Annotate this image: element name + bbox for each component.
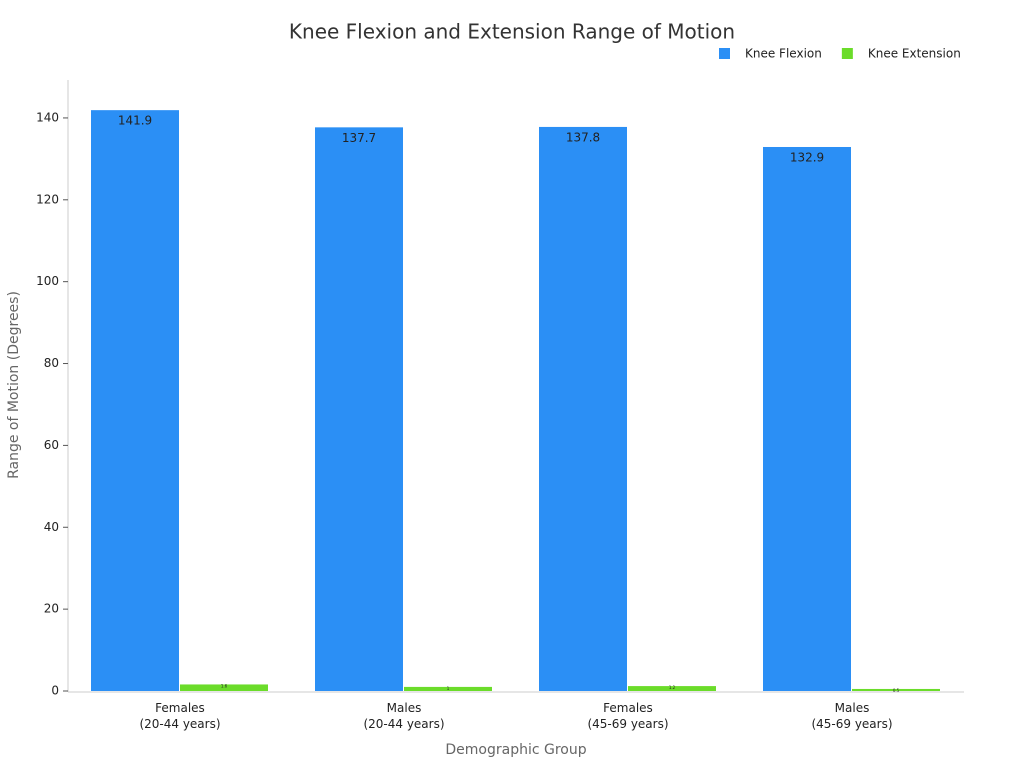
y-tick-label: 100 <box>36 274 59 288</box>
y-tick-label: 120 <box>36 192 59 206</box>
y-tick-label: 80 <box>44 356 59 370</box>
chart-title: Knee Flexion and Extension Range of Moti… <box>289 20 735 44</box>
data-label: 0.5 <box>893 688 900 693</box>
bar <box>180 684 268 691</box>
x-axis-label: Demographic Group <box>445 742 586 758</box>
data-label: 1 <box>447 686 450 691</box>
legend-swatch <box>841 48 853 59</box>
legend-label: Knee Extension <box>868 47 961 61</box>
x-tick-label: Females (45-69 years) <box>587 701 668 731</box>
y-tick-label: 60 <box>44 438 59 452</box>
bar <box>404 686 492 691</box>
legend-swatch <box>719 48 730 59</box>
data-label: 137.7 <box>342 131 376 145</box>
bar <box>91 110 179 691</box>
x-tick-label: Males (45-69 years) <box>811 701 892 731</box>
bar <box>315 127 403 691</box>
y-tick-label: 40 <box>44 520 59 534</box>
data-label: 141.9 <box>118 114 152 128</box>
y-tick-label: 140 <box>36 110 59 124</box>
bar <box>852 688 940 691</box>
data-label: 132.9 <box>790 150 824 164</box>
data-label: 137.8 <box>566 130 600 144</box>
bar <box>628 686 716 691</box>
y-tick-label: 20 <box>44 602 59 616</box>
legend-label: Knee Flexion <box>745 47 822 61</box>
y-tick-label: 0 <box>51 684 59 698</box>
y-axis-label: Range of Motion (Degrees) <box>6 291 22 479</box>
data-label: 1.2 <box>669 685 676 690</box>
x-tick-label: Females (20-44 years) <box>139 701 220 731</box>
bar <box>763 146 851 692</box>
bar <box>539 126 627 692</box>
x-tick-label: Males (20-44 years) <box>363 701 444 731</box>
data-label: 1.6 <box>221 683 228 688</box>
